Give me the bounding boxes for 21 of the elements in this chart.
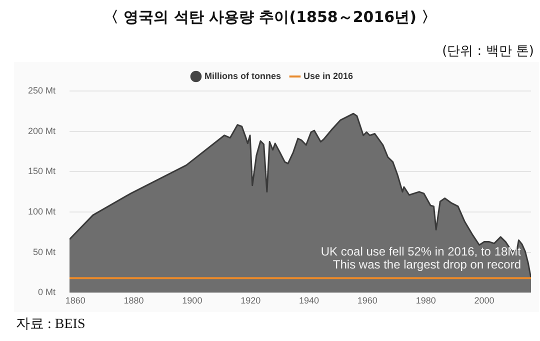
chart-title: 〈 영국의 석탄 사용량 추이(1858～2016년) 〉 (102, 8, 438, 27)
x-tick-label: 1880 (124, 295, 144, 306)
x-tick-label: 2000 (474, 295, 494, 306)
legend-label: Millions of tonnes (204, 70, 281, 81)
x-tick-label: 1900 (182, 295, 202, 306)
annotation: This was the largest drop on record (332, 258, 521, 272)
chart-subtitle: (단위 : 백만 톤) (442, 43, 534, 60)
y-tick-label: 0 Mt (38, 287, 56, 298)
x-tick-label: 1920 (240, 295, 261, 306)
x-tick-label: 1960 (357, 295, 378, 306)
y-tick-label: 150 Mt (28, 166, 56, 176)
y-tick-label: 200 Mt (28, 126, 56, 136)
y-tick-label: 50 Mt (33, 246, 56, 257)
y-tick-label: 250 Mt (28, 85, 56, 96)
legend-label: Use in 2016 (303, 70, 354, 81)
y-tick-label: 100 Mt (28, 206, 56, 216)
annotation: UK coal use fell 52% in 2016, to 18Mt (320, 244, 522, 259)
x-tick-label: 1940 (299, 295, 320, 306)
x-tick-label: 1980 (416, 295, 436, 306)
x-tick-label: 1860 (65, 295, 86, 306)
text: 자료 : BEIS (16, 316, 86, 333)
